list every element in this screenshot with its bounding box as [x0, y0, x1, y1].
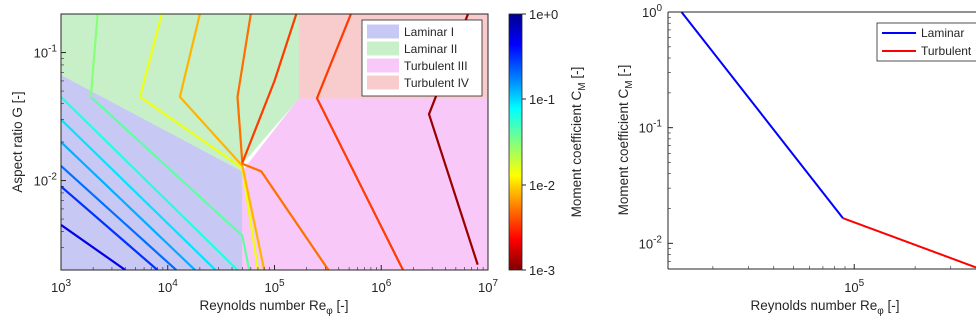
x-tick-label: 103 — [51, 278, 71, 295]
series-line-laminar — [680, 12, 844, 219]
contour-line — [138, 14, 260, 270]
x-tick-label: 107 — [478, 278, 498, 295]
left-y-axis-label: Aspect ratio G [-] — [10, 91, 25, 192]
y-tick-label: 100 — [642, 3, 662, 20]
legend-label-laminar: Laminar — [921, 26, 964, 40]
colorbar-tick-label: 1e+0 — [529, 7, 558, 22]
series-line-turbulent — [842, 217, 976, 269]
y-tick-label: 10-1 — [639, 119, 663, 136]
y-tick-label: 10-2 — [34, 172, 58, 189]
colorbar-tick-label: 1e-1 — [529, 92, 555, 107]
contour-line — [61, 96, 239, 270]
right-y-axis-label: Moment coefficient CM [-] — [616, 65, 635, 216]
x-tick-label: 104 — [158, 278, 178, 295]
contour-line — [241, 14, 298, 164]
colorbar-label: Moment coefficient CM [-] — [569, 67, 588, 218]
colorbar: 1e+0 1e-1 1e-2 1e-3 Moment coefficient C… — [508, 7, 588, 278]
x-tick-label: 106 — [371, 278, 391, 295]
contour-line — [236, 14, 330, 270]
right-y-ticks: 10-2 10-1 100 — [639, 3, 673, 262]
left-x-ticks: 103 104 105 106 107 — [51, 265, 498, 295]
moment-contours — [61, 14, 479, 270]
colorbar-tick-label: 1e-2 — [529, 178, 555, 193]
contour-line — [61, 141, 196, 270]
colorbar-gradient — [508, 13, 523, 271]
legend-label-laminar-ii: Laminar II — [404, 42, 457, 56]
legend-swatch-turbulent-iv — [367, 75, 399, 90]
left-y-ticks: 10-2 10-1 — [34, 13, 66, 271]
moment-legend: Laminar Turbulent — [876, 22, 976, 62]
legend-swatch-turbulent-iii — [367, 58, 399, 73]
contour-line — [61, 118, 217, 270]
left-x-axis-label: Reynolds number Reφ [-] — [199, 298, 348, 317]
regime-map-chart: 103 104 105 106 107 10-2 10-1 Reynolds number… — [10, 7, 588, 317]
contour-line — [61, 223, 126, 270]
legend-label-turbulent-iv: Turbulent IV — [404, 76, 469, 90]
legend-label-turbulent: Turbulent — [921, 44, 972, 58]
colorbar-tick-label: 1e-3 — [529, 263, 555, 278]
right-x-axis-label: Reynolds number Reφ [-] — [750, 298, 899, 317]
legend-label-laminar-i: Laminar I — [404, 25, 454, 39]
x-tick-label: 105 — [844, 278, 864, 295]
contour-line — [61, 185, 159, 270]
y-tick-label: 10-2 — [639, 234, 663, 251]
moment-legend-box — [876, 22, 976, 62]
contour-line — [89, 14, 99, 97]
legend-swatch-laminar-i — [367, 24, 399, 39]
contour-line — [61, 165, 177, 270]
contour-line — [178, 14, 266, 270]
contour-line — [315, 14, 404, 270]
regime-legend: Laminar I Laminar II Turbulent III Turbu… — [361, 19, 483, 97]
legend-swatch-laminar-ii — [367, 41, 399, 56]
legend-label-turbulent-iii: Turbulent III — [404, 59, 468, 73]
y-tick-label: 10-1 — [34, 44, 58, 61]
moment-lines — [680, 12, 976, 269]
right-x-ticks: 105 — [712, 264, 952, 295]
x-tick-label: 105 — [264, 278, 284, 295]
contour-line — [90, 96, 251, 270]
